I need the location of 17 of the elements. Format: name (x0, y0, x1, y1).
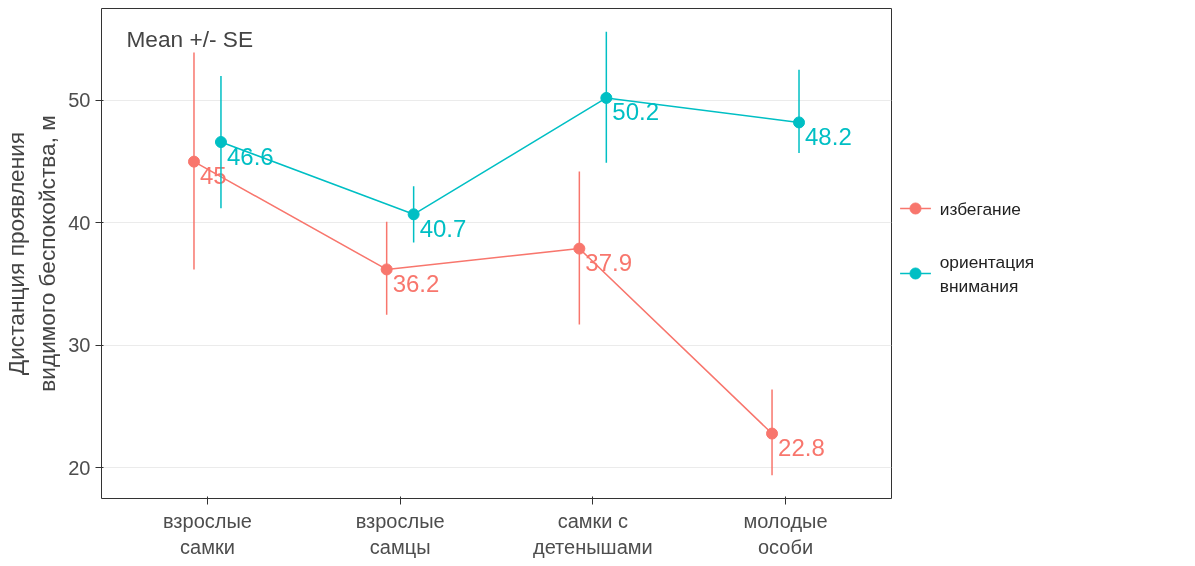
y-tick-label: 30 (68, 334, 91, 357)
x-tick-label: взрослые самцы (355, 509, 445, 558)
x-tick-label: молодые особи (743, 509, 828, 558)
y-axis-title: Дистанция проявления видимого беспокойства, м (3, 115, 61, 392)
legend-label: избегание (939, 198, 1021, 219)
data-label: 22.8 (778, 434, 825, 462)
x-tick-label: самки с детенышами (532, 509, 653, 558)
annotation: Mean +/- SE (126, 25, 254, 52)
data-label: 48.2 (805, 122, 852, 150)
y-tick-label: 50 (68, 89, 91, 112)
x-tick-label: взрослые самки (162, 509, 252, 558)
y-tick-label: 40 (68, 211, 91, 234)
y-tick-label: 20 (68, 456, 91, 479)
legend-label: ориентация внимания (939, 251, 1035, 296)
data-label: 36.2 (392, 269, 440, 297)
data-label: 40.7 (419, 214, 467, 242)
data-label: 50.2 (612, 98, 660, 126)
